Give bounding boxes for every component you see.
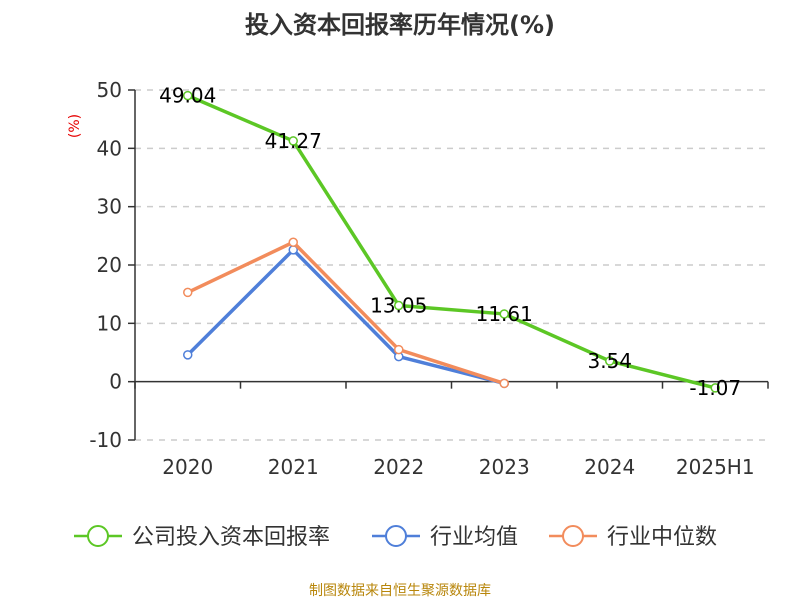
x-tick-label: 2024: [584, 455, 635, 479]
data-labels: 49.04 41.27 13.05 11.61 3.54 -1.07: [159, 84, 741, 400]
data-label: 41.27: [265, 129, 322, 153]
data-point: [499, 378, 509, 389]
y-tick-label: 40: [97, 136, 122, 160]
axes: [128, 89, 769, 441]
legend-marker: [562, 525, 584, 547]
y-tick-label: -10: [89, 428, 122, 452]
y-axis-label: (%): [67, 114, 83, 138]
y-tick-label: 30: [97, 195, 122, 219]
legend: 公司投入资本回报率 行业均值 行业中位数: [74, 525, 717, 550]
series-2: [183, 245, 509, 389]
data-label: 13.05: [370, 294, 427, 318]
data-label: 49.04: [159, 84, 216, 108]
data-point: [605, 356, 615, 366]
y-tick-label: 50: [97, 78, 122, 102]
data-point: [394, 344, 404, 355]
legend-marker: [385, 525, 407, 547]
data-point: [288, 237, 298, 247]
x-tick-labels: 2020 2021 2022 2023 2024 2025H1: [162, 455, 754, 479]
data-point: [183, 350, 193, 360]
legend-label: 行业中位数: [607, 525, 717, 550]
y-tick-labels: -10 0 10 20 30 40 50: [89, 78, 122, 452]
legend-label: 行业均值: [430, 525, 518, 550]
data-point: [710, 383, 720, 393]
series-3: [183, 237, 509, 389]
y-tick-label: 0: [109, 370, 122, 394]
data-point: [288, 136, 298, 146]
x-tick-label: 2021: [268, 455, 319, 479]
series-line: [187, 93, 716, 390]
data-label: 3.54: [587, 349, 632, 373]
legend-item: 行业均值: [372, 525, 518, 550]
legend-item: 公司投入资本回报率: [74, 525, 330, 550]
series-1: [183, 90, 720, 393]
legend-marker: [87, 525, 109, 547]
y-tick-label: 10: [97, 311, 122, 335]
legend-label: 公司投入资本回报率: [132, 525, 330, 550]
y-tick-label: 20: [97, 253, 122, 277]
data-label: -1.07: [689, 376, 741, 400]
series-line: [186, 240, 505, 386]
x-tick-label: 2020: [162, 455, 213, 479]
legend-item: 行业中位数: [549, 525, 717, 550]
x-tick-label: 2023: [479, 455, 530, 479]
source-note: 制图数据来自恒生聚源数据库: [309, 583, 491, 599]
gridlines: [135, 89, 768, 441]
x-tick-label: 2022: [373, 455, 424, 479]
series-line: [186, 248, 505, 386]
chart-title: 投入资本回报率历年情况(%): [245, 11, 555, 39]
data-point: [183, 287, 193, 298]
data-point: [183, 90, 193, 101]
x-tick-label: 2025H1: [676, 455, 755, 479]
series-group: [183, 90, 720, 393]
data-label: 11.61: [476, 302, 533, 326]
data-point: [499, 309, 509, 319]
data-point: [394, 300, 404, 311]
